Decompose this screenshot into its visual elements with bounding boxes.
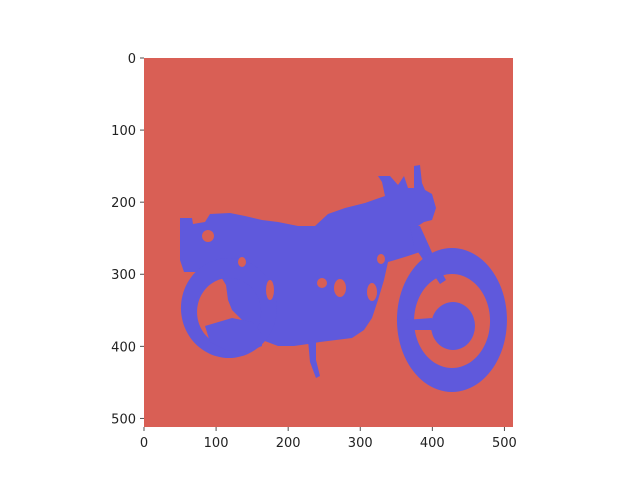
x-axis-ticks: 0 100 200 300 400 500 <box>140 427 517 451</box>
rear-hub-mask <box>205 318 262 352</box>
mask-holes <box>202 230 385 301</box>
x-tick-label-200: 200 <box>276 436 301 451</box>
y-tick-label-300: 300 <box>111 268 136 283</box>
y-tick-label-400: 400 <box>111 340 136 355</box>
plot-area <box>144 58 513 427</box>
x-tick-label-400: 400 <box>420 436 445 451</box>
rear-wheel-mask <box>180 258 277 358</box>
stand-mask <box>308 340 320 378</box>
x-tick-label-100: 100 <box>204 436 229 451</box>
hole-2 <box>334 279 346 297</box>
y-tick-label-500: 500 <box>111 412 136 427</box>
hole-5 <box>266 280 274 300</box>
y-tick-label-0: 0 <box>128 52 136 67</box>
front-hub-mask <box>431 302 475 350</box>
x-tick-label-500: 500 <box>492 436 517 451</box>
hole-7 <box>377 254 385 264</box>
y-tick-label-200: 200 <box>111 196 136 211</box>
x-tick-label-0: 0 <box>140 436 148 451</box>
y-tick-label-100: 100 <box>111 124 136 139</box>
front-wheel-mask <box>396 248 507 392</box>
hole-6 <box>202 230 214 242</box>
hole-4 <box>238 257 246 267</box>
y-axis-ticks: 0 100 200 300 400 500 <box>111 52 144 427</box>
x-tick-label-300: 300 <box>348 436 373 451</box>
front-hub-link-mask <box>405 318 432 330</box>
hole-1 <box>317 278 327 288</box>
hole-3 <box>367 283 377 301</box>
